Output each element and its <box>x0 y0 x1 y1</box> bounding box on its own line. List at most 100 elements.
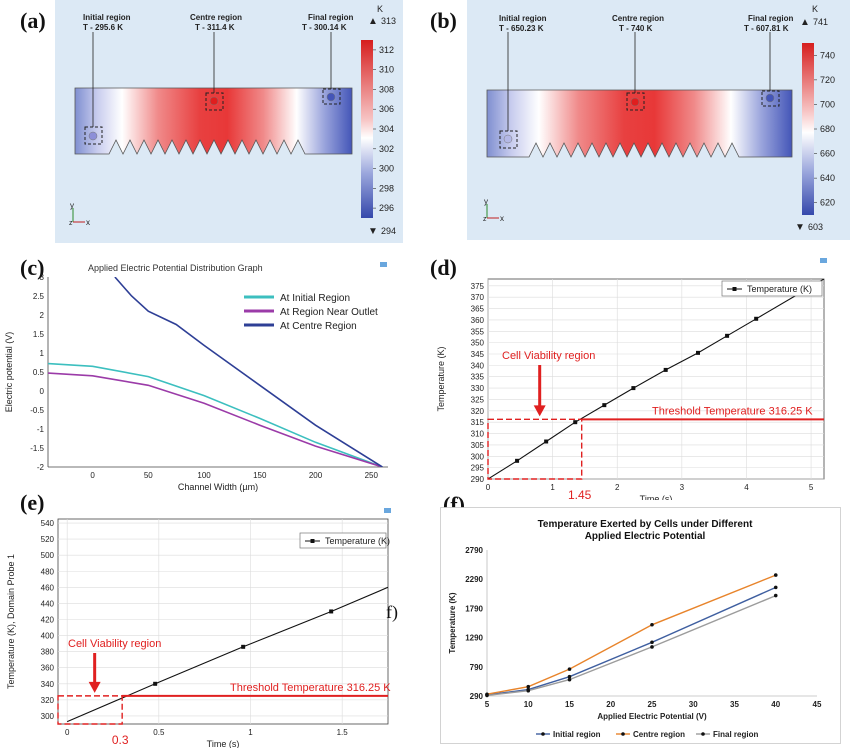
series-line <box>48 362 383 467</box>
legend-marker <box>701 732 705 736</box>
y-tick-label: 790 <box>470 663 484 672</box>
y-tick-label: 350 <box>471 339 485 348</box>
legend-label: Initial region <box>553 730 601 739</box>
annotation-label: Cell Viability region <box>68 638 161 650</box>
x-tick-label: 25 <box>648 700 657 709</box>
y-tick-label: 365 <box>471 305 485 314</box>
data-marker <box>650 640 654 645</box>
y-tick-label: 375 <box>471 282 485 291</box>
data-marker <box>773 573 778 577</box>
y-tick-label: 335 <box>471 373 485 382</box>
expand-icon <box>820 258 827 263</box>
y-tick-label: 340 <box>471 361 485 370</box>
y-tick-label: 310 <box>471 430 485 439</box>
heatmap-panel-b: Initial region T - 650.23 K Centre regio… <box>467 0 850 240</box>
y-tick-label: -1.5 <box>30 444 44 453</box>
arrow-head-icon <box>88 681 101 693</box>
y-tick-label: 340 <box>41 680 55 689</box>
y-tick-label: 320 <box>41 696 55 705</box>
y-tick-label: 305 <box>471 441 485 450</box>
x-tick-label: 200 <box>309 471 323 480</box>
axis-z-label: z <box>69 220 73 227</box>
y-tick-label: 1290 <box>465 634 483 643</box>
panel-b-label: (b) <box>430 8 457 33</box>
scale-tick-label: 306 <box>379 104 394 114</box>
y-tick-label: 370 <box>471 293 485 302</box>
panel-e-label: (e) <box>20 490 45 515</box>
x-tick-label: 0 <box>90 471 95 480</box>
legend-marker <box>310 539 315 543</box>
scale-min: 294 <box>381 226 396 236</box>
x-tick-label: 150 <box>253 471 267 480</box>
x-tick-label: 10 <box>524 700 533 709</box>
data-marker <box>650 645 654 649</box>
legend-label: At Region Near Outlet <box>280 307 378 318</box>
scale-ticks-a: 312 310 308 306 304 302 300 298 296 <box>373 45 394 213</box>
y-tick-label: 315 <box>471 418 485 427</box>
y-tick-label: 1 <box>40 349 45 358</box>
data-marker <box>773 585 778 590</box>
scale-ticks-b: 740 720 700 680 660 640 620 <box>814 50 835 208</box>
expand-icon <box>384 508 391 513</box>
legend-label: Centre region <box>633 730 685 739</box>
chart-panel-c: Applied Electric Potential Distribution … <box>4 262 388 492</box>
y-tick-label: 420 <box>41 615 55 624</box>
x-axis-label: Time (s) <box>207 739 240 748</box>
viability-box <box>57 695 123 725</box>
color-scale-b <box>802 43 814 215</box>
y-tick-label: 360 <box>41 664 55 673</box>
x-tick-label: 15 <box>565 700 574 709</box>
heatmap-panel-a: Initial region T - 295.6 K Centre region… <box>55 0 403 243</box>
data-marker <box>567 667 572 671</box>
data-marker <box>567 677 572 682</box>
x-tick-label: 20 <box>606 700 615 709</box>
data-marker <box>631 386 636 391</box>
initial-region-box-b <box>499 130 518 149</box>
scale-tick-label: 720 <box>820 75 835 85</box>
final-region-probe <box>326 92 336 102</box>
y-tick-label: 295 <box>471 464 485 473</box>
centre-region-name: Centre region <box>190 13 242 22</box>
threshold-label: Threshold Temperature 316.25 K <box>230 682 391 694</box>
y-tick-label: 290 <box>470 692 484 701</box>
scale-tick-label: 310 <box>379 65 394 75</box>
x-axis-label: Time (s) <box>640 494 673 500</box>
y-tick-label: 2790 <box>465 546 483 555</box>
y-tick-label: 330 <box>471 384 485 393</box>
scale-tick-label: 640 <box>820 173 835 183</box>
data-marker <box>153 681 158 686</box>
x-axis-label: Channel Width (µm) <box>178 482 258 492</box>
min-triangle-icon: ▼ <box>368 226 378 237</box>
stray-panel-label: f) <box>386 602 398 622</box>
series-line <box>114 277 383 467</box>
scale-min-b: 603 <box>808 222 823 232</box>
scale-tick-label: 620 <box>820 198 835 208</box>
y-tick-label: 440 <box>41 599 55 608</box>
data-marker <box>696 350 700 355</box>
data-marker <box>754 316 759 321</box>
scale-max: 313 <box>381 16 396 26</box>
panel-d-label: (d) <box>430 255 457 280</box>
y-tick-label: -2 <box>37 463 45 472</box>
scale-tick-label: 660 <box>820 149 835 159</box>
final-region-value-b: T - 607.81 K <box>744 24 789 33</box>
x-tick-label: 40 <box>771 700 780 709</box>
x-tick-label: 5 <box>809 483 814 492</box>
y-tick-label: 345 <box>471 350 485 359</box>
y-tick-label: -1 <box>37 425 45 434</box>
x-tick-label: 50 <box>144 471 153 480</box>
y-tick-label: 3 <box>40 273 45 282</box>
final-region-probe-b <box>765 93 775 103</box>
scale-tick-label: 312 <box>379 45 394 55</box>
final-region-box <box>322 88 341 105</box>
scale-tick-label: 700 <box>820 99 835 109</box>
final-region-name-b: Final region <box>748 14 793 23</box>
x-mark-label: 0.3 <box>112 733 129 747</box>
y-tick-label: 360 <box>471 316 485 325</box>
data-marker <box>485 693 489 698</box>
y-tick-label: 300 <box>471 452 485 461</box>
data-marker <box>526 684 531 689</box>
scale-tick-label: 298 <box>379 183 394 193</box>
annotation-label: Cell Viability region <box>502 350 595 362</box>
scale-max-b: 741 <box>813 17 828 27</box>
